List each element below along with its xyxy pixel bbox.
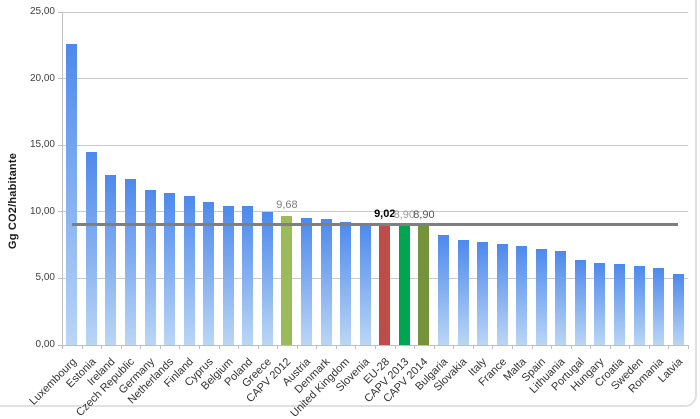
x-axis-tick (140, 345, 142, 349)
bar-finland (183, 196, 195, 345)
bar-poland (242, 206, 254, 345)
bar-spain (535, 249, 547, 345)
x-axis-tick (433, 345, 435, 349)
y-axis-tick (58, 211, 63, 213)
y-axis-tick-label: 15,00 (29, 139, 55, 151)
x-axis-tick (257, 345, 259, 349)
bar-luxembourg (66, 43, 78, 345)
y-axis-tick-label: 25,00 (29, 6, 55, 17)
x-axis-tick (629, 345, 631, 349)
bar-denmark (320, 218, 332, 345)
bar-croatia (614, 263, 626, 345)
bar-italy (477, 242, 489, 345)
bar-estonia (85, 151, 97, 345)
x-axis-tick (120, 345, 122, 349)
x-axis-tick (414, 345, 416, 349)
gridline (62, 11, 688, 13)
bar-slovenia (359, 223, 371, 345)
x-axis-tick (453, 345, 455, 349)
x-axis-tick (531, 345, 533, 349)
bar-netherlands (164, 193, 176, 345)
x-axis-tick (511, 345, 513, 349)
bar-latvia (672, 273, 684, 345)
bar-czech-republic (124, 178, 136, 345)
x-axis-tick (688, 345, 689, 349)
bar-portugal (574, 259, 586, 345)
x-axis-tick (492, 345, 494, 349)
bar-greece (261, 212, 273, 345)
bar-austria (301, 218, 313, 345)
x-axis-tick (609, 345, 611, 349)
bar-eu-28 (379, 224, 391, 345)
bar-capv-2014 (418, 226, 430, 345)
x-axis-tick (570, 345, 572, 349)
y-axis-tick-label: 10,00 (29, 205, 55, 217)
gridline (62, 277, 688, 279)
bar-germany (144, 189, 156, 345)
bar-romania (653, 267, 665, 345)
bar-hungary (594, 262, 606, 345)
y-axis-tick (58, 344, 63, 346)
bar-capv-2013 (398, 226, 410, 345)
bar-slovakia (457, 239, 469, 345)
bar-belgium (222, 205, 234, 345)
x-axis-tick (394, 345, 396, 349)
x-axis-tick (551, 345, 553, 349)
y-axis-tick-label: 20,00 (29, 72, 55, 84)
x-axis-tick (668, 345, 670, 349)
y-axis-tick (58, 277, 63, 279)
data-label-capv-2012: 9,68 (276, 199, 298, 212)
bar-lithuania (555, 250, 567, 345)
y-axis-tick (58, 11, 63, 13)
x-axis-tick (198, 345, 200, 349)
x-axis-tick (179, 345, 181, 349)
data-label-eu-28: 9,02 (374, 207, 396, 220)
x-axis-tick (238, 345, 240, 349)
x-axis-tick (62, 345, 63, 349)
bar-sweden (633, 265, 645, 345)
bar-france (496, 244, 508, 345)
x-axis-tick (101, 345, 103, 349)
x-axis-tick (590, 345, 592, 349)
gridline (62, 78, 688, 80)
bar-united-kingdom (340, 222, 352, 345)
x-axis-tick (472, 345, 474, 349)
x-axis-tick (159, 345, 161, 349)
bar-cyprus (203, 202, 215, 345)
data-label-capv-2014: 8,90 (413, 209, 435, 222)
x-axis-tick (296, 345, 298, 349)
y-axis-tick (58, 144, 63, 146)
x-axis-tick (335, 345, 337, 349)
bar-malta (516, 245, 528, 345)
gridline (62, 211, 688, 213)
bar-bulgaria (437, 234, 449, 345)
average-reference-line (71, 223, 679, 227)
bar-capv-2012 (281, 216, 293, 345)
y-axis-tick-label: 5,00 (35, 272, 55, 284)
gridline (62, 144, 688, 146)
x-axis-tick (355, 345, 357, 349)
x-axis-tick (316, 345, 318, 349)
y-axis-tick (58, 78, 63, 80)
x-axis-tick (277, 345, 279, 349)
bar-ireland (105, 174, 117, 345)
data-label-capv-2013: 8,90 (393, 209, 416, 222)
chart-border (0, 0, 697, 407)
x-axis-tick (375, 345, 376, 349)
y-axis-line (62, 12, 63, 345)
y-axis-tick-label: 0,00 (35, 339, 55, 350)
x-axis-tick (648, 345, 650, 349)
x-axis-tick (218, 345, 220, 349)
x-axis-tick (81, 345, 83, 349)
